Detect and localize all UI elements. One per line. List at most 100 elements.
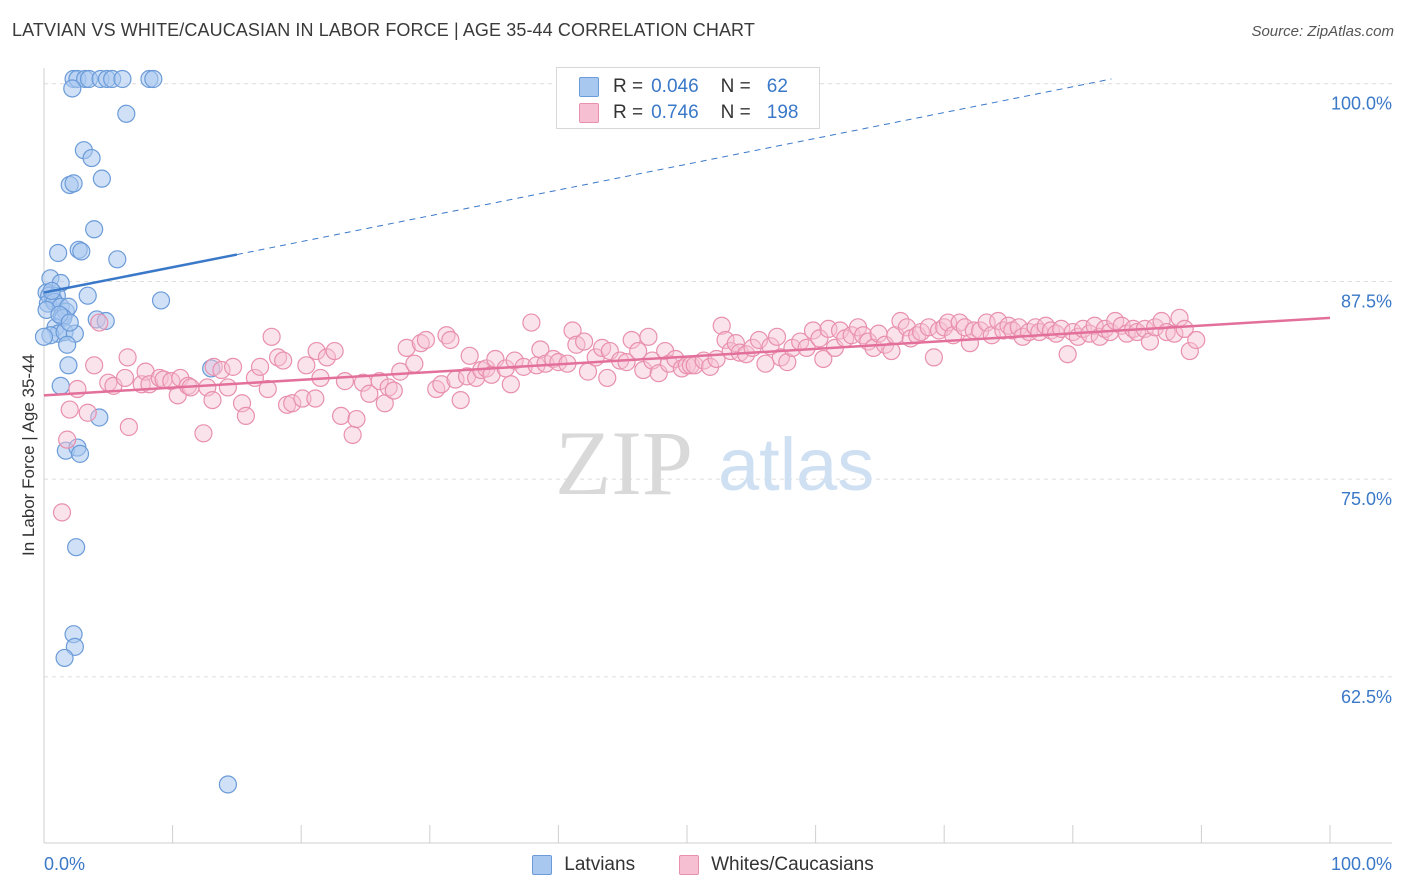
point-whites bbox=[989, 311, 1008, 331]
point-whites bbox=[115, 368, 135, 388]
point-whites bbox=[1058, 345, 1077, 364]
point-whites bbox=[203, 390, 222, 410]
point-latvians bbox=[151, 291, 171, 310]
point-whites bbox=[283, 394, 302, 413]
point-whites bbox=[416, 330, 436, 350]
point-whites bbox=[819, 319, 838, 339]
point-whites bbox=[250, 357, 270, 376]
point-whites bbox=[460, 346, 479, 365]
point-whites bbox=[194, 424, 213, 443]
point-whites bbox=[432, 375, 451, 394]
trend-line-latvians bbox=[43, 253, 238, 294]
x-tick-label-max: 100.0% bbox=[1331, 854, 1392, 874]
point-whites bbox=[598, 368, 617, 388]
point-whites bbox=[749, 330, 769, 350]
point-latvians bbox=[34, 327, 54, 346]
point-latvians bbox=[85, 220, 104, 239]
point-whites bbox=[223, 357, 243, 376]
legend-swatch-latvians bbox=[532, 855, 553, 875]
point-whites bbox=[236, 406, 256, 426]
point-whites bbox=[563, 321, 582, 340]
point-whites bbox=[331, 406, 351, 426]
point-whites bbox=[306, 389, 325, 408]
point-whites bbox=[924, 348, 944, 367]
point-whites bbox=[1180, 341, 1199, 361]
series-legend: Latvians Whites/Caucasians bbox=[0, 850, 1406, 880]
point-whites bbox=[58, 430, 77, 449]
legend-r-label: R = bbox=[613, 102, 644, 123]
point-latvians bbox=[113, 69, 132, 89]
y-tick-label: 62.5% bbox=[1341, 687, 1392, 707]
point-whites bbox=[531, 340, 550, 359]
point-whites bbox=[218, 378, 237, 397]
data-points bbox=[34, 69, 1206, 794]
point-whites bbox=[501, 375, 520, 394]
point-whites bbox=[343, 425, 362, 444]
point-whites bbox=[268, 348, 288, 367]
y-tick-label: 87.5% bbox=[1341, 291, 1392, 311]
point-whites bbox=[212, 360, 231, 380]
point-whites bbox=[814, 349, 833, 369]
y-axis-label: In Labor Force | Age 35-44 bbox=[19, 354, 38, 556]
x-tick-label-min: 0.0% bbox=[44, 854, 85, 874]
point-latvians bbox=[78, 286, 97, 305]
point-whites bbox=[118, 348, 137, 367]
legend-swatch-whites bbox=[679, 855, 700, 875]
point-whites bbox=[297, 356, 316, 375]
y-tick-label: 100.0% bbox=[1331, 94, 1392, 114]
point-whites bbox=[325, 341, 344, 361]
point-whites bbox=[78, 403, 97, 422]
gridlines bbox=[44, 83, 1392, 678]
point-whites bbox=[335, 372, 355, 391]
point-latvians bbox=[51, 376, 70, 395]
point-whites bbox=[360, 384, 379, 403]
y-tick-label: 75.0% bbox=[1341, 489, 1392, 509]
point-latvians bbox=[70, 444, 90, 463]
legend-swatch-whites bbox=[579, 103, 599, 123]
point-latvians bbox=[64, 174, 83, 193]
point-latvians bbox=[92, 169, 111, 188]
point-latvians bbox=[82, 148, 101, 168]
point-whites bbox=[293, 389, 312, 408]
legend-n-label: N = bbox=[720, 76, 751, 97]
point-latvians bbox=[58, 335, 77, 354]
point-whites bbox=[307, 341, 326, 361]
legend-label-latvians: Latvians bbox=[564, 854, 636, 875]
watermark-atlas: atlas bbox=[718, 423, 874, 506]
point-whites bbox=[1085, 316, 1104, 335]
point-whites bbox=[262, 327, 281, 346]
point-latvians bbox=[59, 356, 78, 375]
point-latvians bbox=[90, 408, 109, 427]
watermark: ZIP atlas bbox=[555, 412, 874, 514]
correlation-legend: R = 0.046 N = 62 R = 0.746 N = 198 bbox=[556, 67, 820, 129]
point-latvians bbox=[117, 104, 136, 123]
point-whites bbox=[756, 354, 775, 373]
point-whites bbox=[712, 316, 731, 335]
point-whites bbox=[919, 318, 938, 337]
legend-n-value: 198 bbox=[766, 102, 799, 123]
point-whites bbox=[778, 353, 797, 372]
legend-item-whites: Whites/Caucasians bbox=[679, 854, 874, 876]
point-whites bbox=[505, 351, 524, 370]
point-latvians bbox=[144, 69, 163, 89]
point-whites bbox=[370, 372, 389, 391]
legend-r-value: 0.046 bbox=[651, 76, 699, 97]
point-whites bbox=[258, 379, 277, 399]
point-whites bbox=[1152, 311, 1171, 331]
point-whites bbox=[639, 327, 658, 346]
legend-r-value: 0.746 bbox=[651, 102, 699, 123]
legend-item-latvians: Latvians bbox=[532, 854, 635, 876]
point-whites bbox=[274, 351, 293, 370]
point-latvians bbox=[108, 250, 127, 269]
point-latvians bbox=[65, 637, 84, 656]
trend-line-whites bbox=[43, 316, 1331, 397]
legend-row-whites: R = 0.746 N = 198 bbox=[579, 100, 798, 126]
point-whites bbox=[575, 332, 594, 351]
point-whites bbox=[85, 356, 104, 375]
trend-line-latvians-extension bbox=[236, 78, 1112, 256]
point-whites bbox=[119, 417, 138, 437]
point-whites bbox=[549, 353, 568, 372]
point-whites bbox=[767, 327, 787, 346]
trend-lines bbox=[43, 78, 1331, 397]
